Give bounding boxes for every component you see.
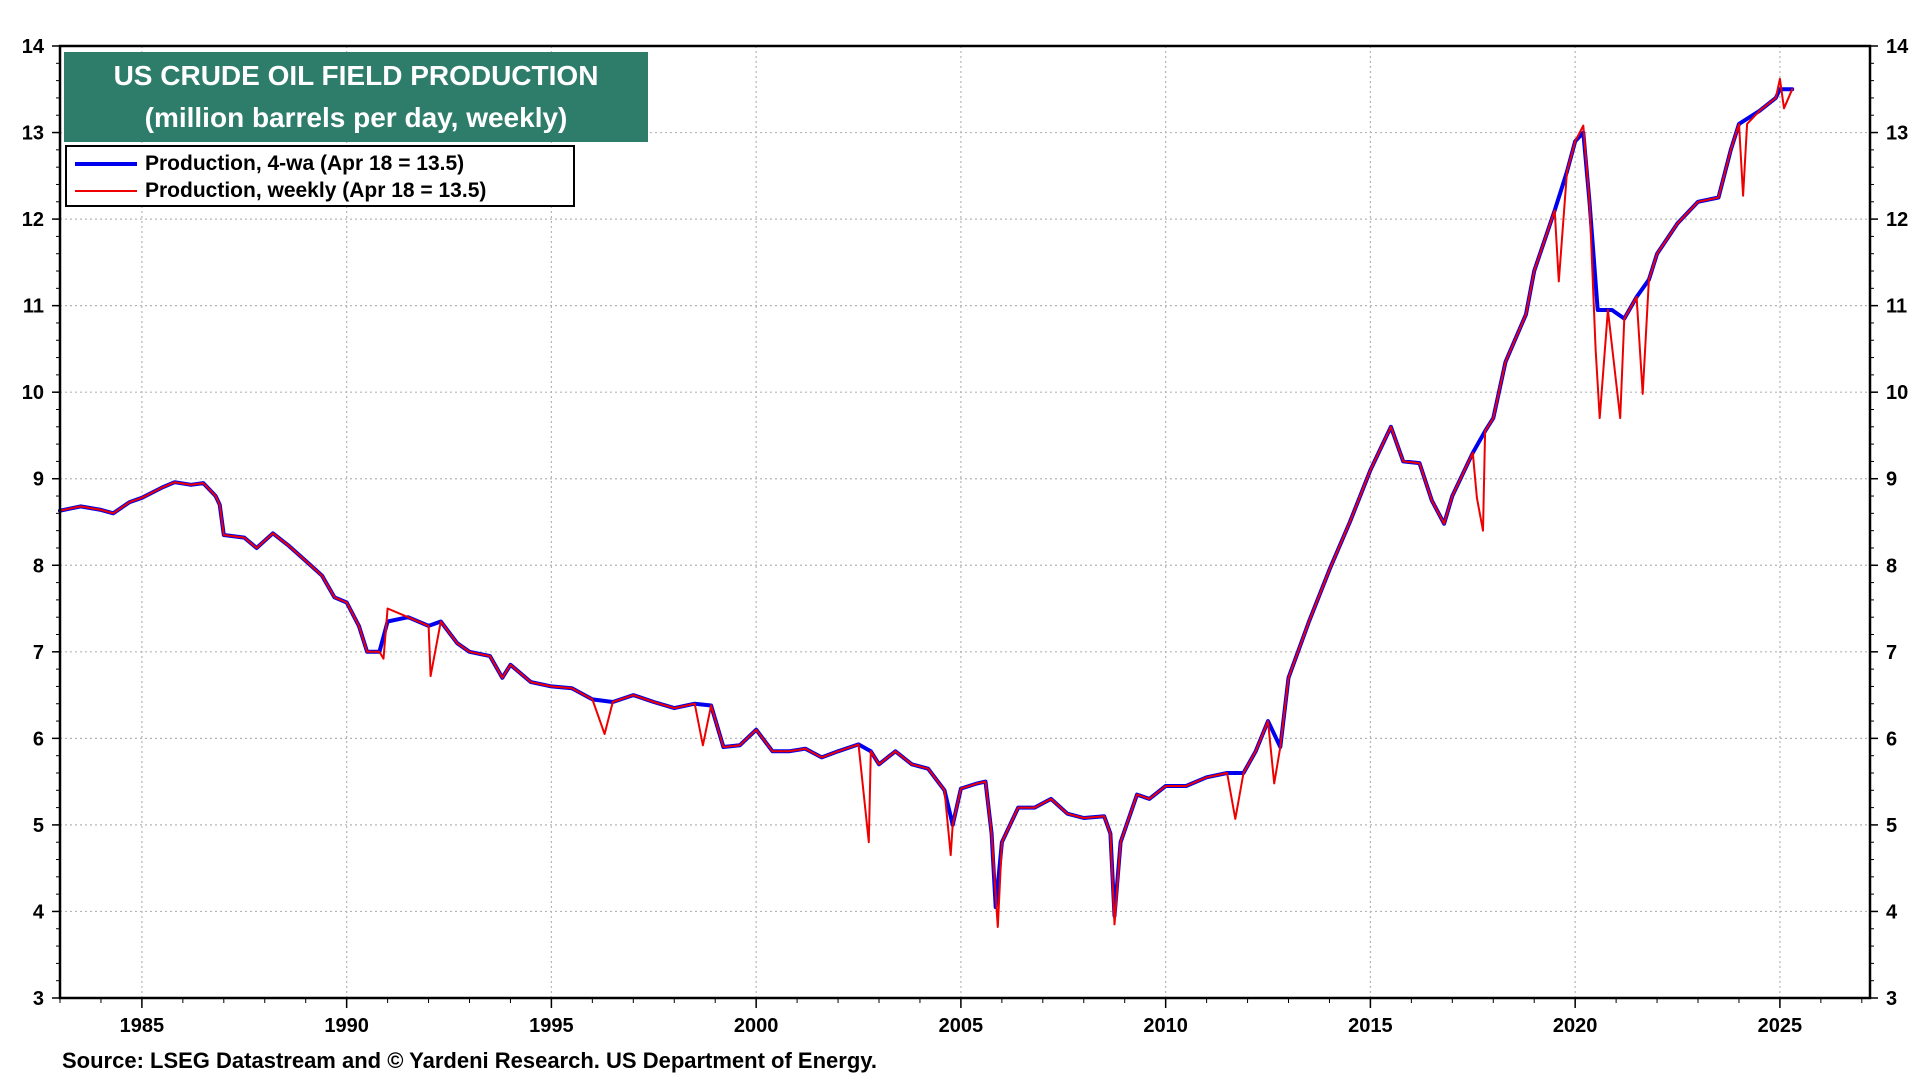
x-tick-label-2005: 2005 [939, 1015, 984, 1037]
x-tick-label-2000: 2000 [734, 1015, 779, 1037]
x-tick-label-2015: 2015 [1348, 1015, 1393, 1037]
plot-frame [58, 44, 1872, 1000]
y-tick-label-left-7: 7 [33, 642, 44, 664]
y-tick-label-left-11: 11 [23, 296, 44, 318]
y-tick-label-left-5: 5 [33, 815, 44, 837]
y-tick-label-left-14: 14 [22, 36, 45, 58]
x-tick-label-1995: 1995 [529, 1015, 574, 1037]
y-tick-label-right-5: 5 [1886, 815, 1897, 837]
y-tick-label-right-12: 12 [1886, 209, 1908, 231]
legend-label-4wa: Production, 4-wa (Apr 18 = 13.5) [145, 152, 465, 175]
y-tick-label-left-6: 6 [33, 728, 44, 750]
y-tick-label-left-13: 13 [22, 123, 44, 145]
x-tick-label-1990: 1990 [324, 1015, 369, 1037]
chart-subtitle: (million barrels per day, weekly) [144, 102, 568, 133]
y-tick-label-left-10: 10 [22, 382, 44, 404]
y-tick-label-right-3: 3 [1886, 988, 1897, 1010]
tick-labels: 3 3 4 4 5 5 6 6 7 7 8 8 9 9 10 10 11 11 12 12 13 13 14 14 1985 19… [22, 36, 1909, 1037]
y-tick-label-right-14: 14 [1886, 36, 1909, 58]
y-tick-label-left-4: 4 [33, 901, 45, 923]
y-tick-label-left-8: 8 [33, 555, 44, 577]
y-tick-label-left-12: 12 [22, 209, 44, 231]
source-note: Source: LSEG Datastream and © Yardeni Re… [62, 1048, 877, 1073]
y-tick-label-right-9: 9 [1886, 469, 1897, 491]
y-tick-label-left-3: 3 [33, 988, 44, 1010]
axis-ticks [52, 45, 1878, 1008]
chart-title-box: US CRUDE OIL FIELD PRODUCTION (million b… [64, 52, 648, 142]
legend-swatch-weekly [75, 190, 137, 192]
legend-label-weekly: Production, weekly (Apr 18 = 13.5) [145, 179, 487, 202]
chart-title: US CRUDE OIL FIELD PRODUCTION [113, 60, 599, 91]
y-tick-label-right-10: 10 [1886, 382, 1908, 404]
y-tick-label-right-4: 4 [1886, 901, 1898, 923]
y-tick-label-right-8: 8 [1886, 555, 1897, 577]
legend-item-4wa: Production, 4-wa (Apr 18 = 13.5) [75, 151, 464, 177]
y-tick-label-right-11: 11 [1886, 296, 1907, 318]
legend: Production, 4-wa (Apr 18 = 13.5) Product… [65, 145, 575, 207]
series-line-weekly [59, 77, 1794, 928]
y-tick-label-right-7: 7 [1886, 642, 1897, 664]
legend-item-weekly: Production, weekly (Apr 18 = 13.5) [75, 178, 486, 204]
y-tick-label-left-9: 9 [33, 469, 44, 491]
legend-swatch-4wa [75, 162, 137, 166]
x-tick-label-2025: 2025 [1758, 1015, 1803, 1037]
y-tick-label-right-6: 6 [1886, 728, 1897, 750]
x-tick-label-1985: 1985 [120, 1015, 165, 1037]
x-tick-label-2020: 2020 [1553, 1015, 1598, 1037]
y-tick-label-right-13: 13 [1886, 123, 1908, 145]
x-tick-label-2010: 2010 [1143, 1015, 1188, 1037]
series-line-4wa [58, 87, 1795, 918]
series-layer [58, 77, 1795, 928]
